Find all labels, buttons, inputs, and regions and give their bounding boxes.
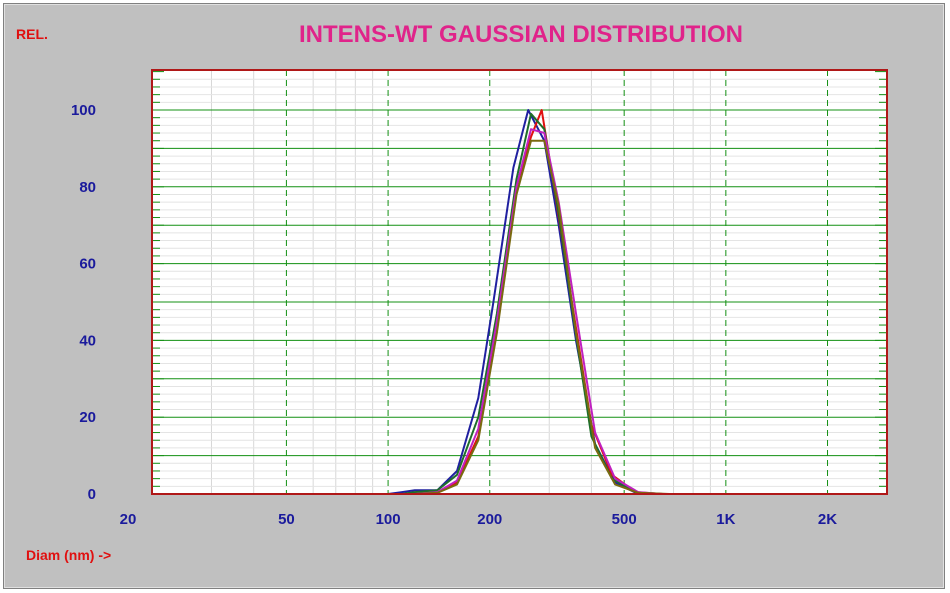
x-tick-label: 100 (376, 511, 401, 528)
y-tick-label: 0 (88, 486, 96, 503)
x-tick-label: 20 (120, 511, 137, 528)
y-axis-label: REL. (16, 26, 48, 42)
chart-window: REL. INTENS-WT GAUSSIAN DISTRIBUTION 0 20… (3, 3, 945, 589)
series-line-series-blue (211, 109, 882, 495)
series-line-series-green (211, 112, 882, 495)
plot-background (152, 70, 887, 494)
y-tick-label: 100 (71, 102, 96, 119)
y-tick-label: 80 (79, 179, 96, 196)
chart-title: INTENS-WT GAUSSIAN DISTRIBUTION (299, 21, 743, 48)
y-tick-label: 20 (79, 409, 96, 426)
y-tick-label: 60 (79, 256, 96, 273)
x-tick-label: 200 (477, 511, 502, 528)
x-tick-label: 2K (818, 511, 837, 528)
x-tick-label: 500 (612, 511, 637, 528)
plot-border (151, 69, 888, 495)
plot-area: 0 20 40 60 80 100 20 50 100 200 500 1K 2K (71, 69, 888, 528)
x-tick-label: 50 (278, 511, 295, 528)
x-tick-label: 1K (716, 511, 735, 528)
chart-svg: REL. INTENS-WT GAUSSIAN DISTRIBUTION 0 20… (16, 21, 888, 563)
y-tick-label: 40 (79, 332, 96, 349)
x-axis-label: Diam (nm) -> (26, 547, 111, 563)
